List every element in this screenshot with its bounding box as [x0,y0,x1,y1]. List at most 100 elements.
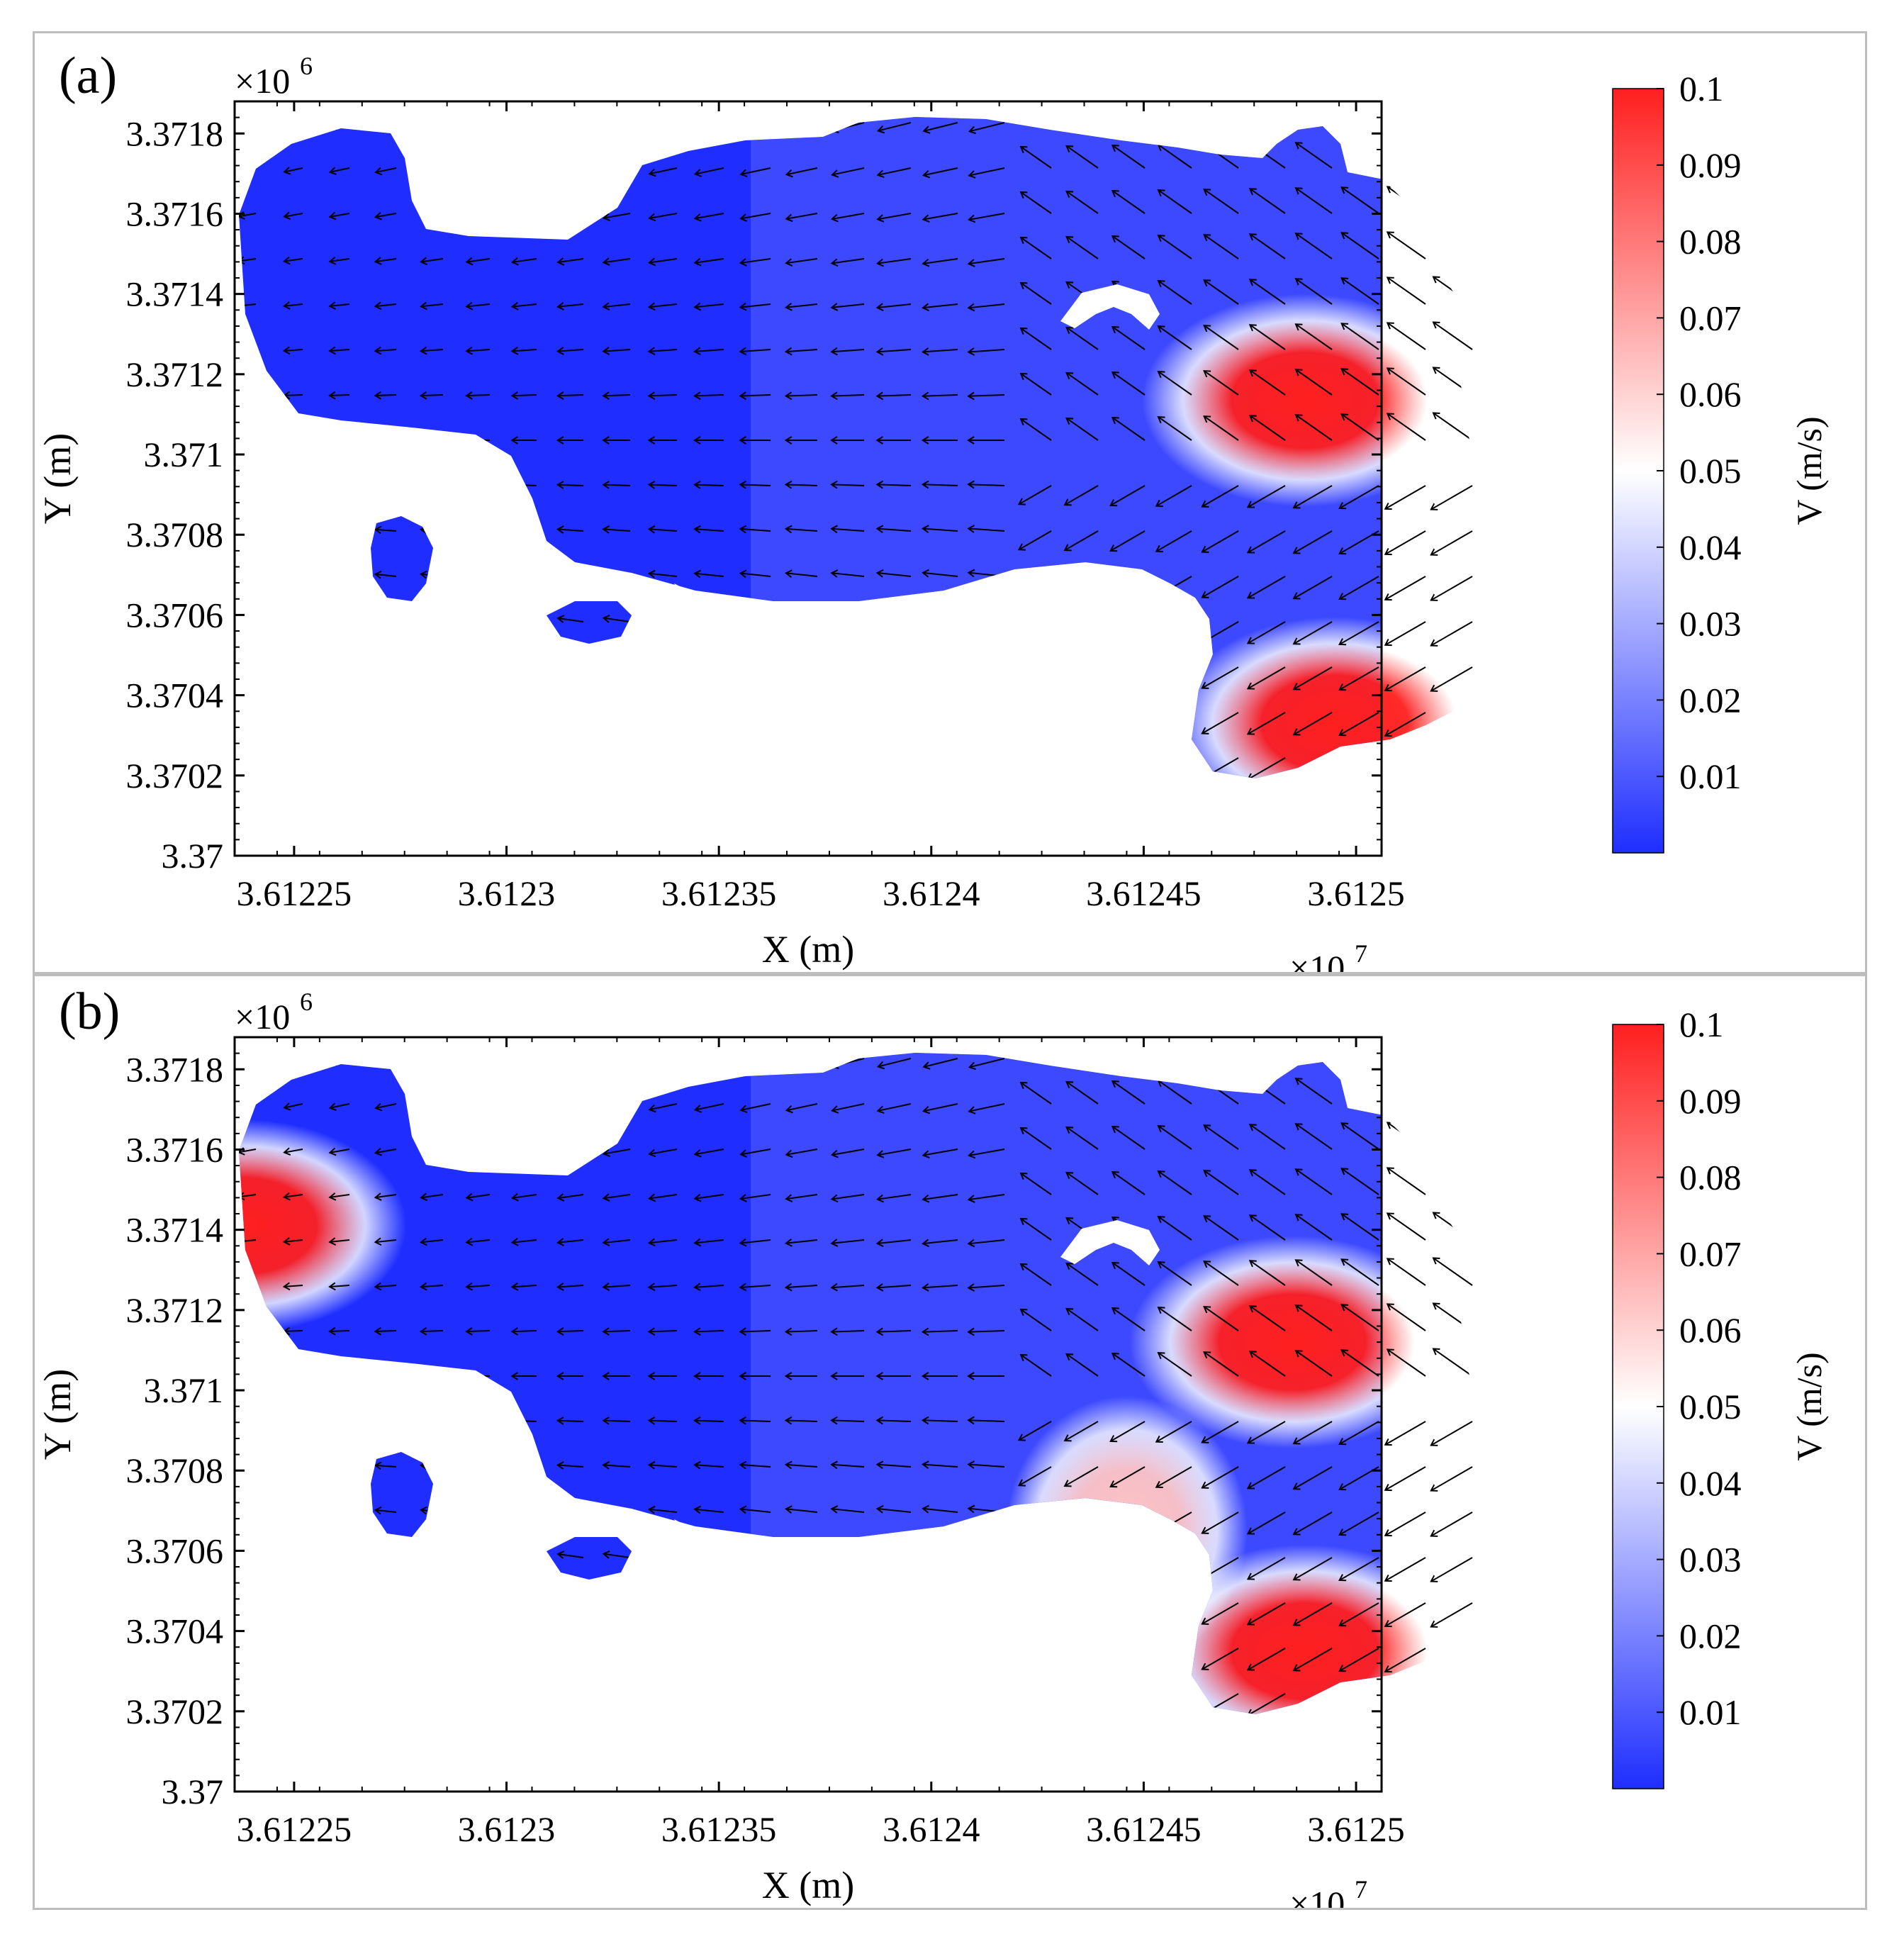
flow-arrowhead [1430,593,1438,601]
flow-arrowhead [511,659,520,669]
flow-arrowhead [1294,369,1303,376]
flow-arrow [330,213,350,218]
flow-arrowhead [875,569,884,578]
flow-arrowhead [831,125,839,133]
flow-arrow [649,1103,678,1111]
flow-arrowhead [784,1416,793,1425]
flow-arrow [695,572,724,577]
flow-arrow [420,258,444,263]
flow-arrowhead [282,481,291,490]
flow-arrowhead [420,570,427,579]
flow-arrowhead [1063,1616,1072,1624]
flow-arrowhead [693,1460,701,1470]
flow-arrowhead [1109,1526,1118,1533]
flow-arrow [1158,1125,1192,1150]
flow-arrow [649,394,678,397]
flow-arrowhead [282,1282,291,1291]
flow-arrowhead [1432,1121,1440,1129]
flow-arrow [695,1239,724,1244]
flow-arrowhead [1294,1304,1303,1312]
flow-arrow [330,303,350,307]
flow-arrow [968,394,1005,397]
flow-arrowhead [648,748,657,756]
flow-arrow [740,1285,771,1288]
flow-arrowhead [830,613,839,622]
flow-arrowhead [1063,589,1072,597]
flow-arrowhead [374,1058,383,1067]
flow-arrowhead [784,1372,793,1380]
flow-arrowhead [1065,1307,1074,1316]
flow-arrow [877,484,912,486]
flow-arrowhead [603,703,611,713]
flow-arrow [330,1239,350,1243]
flow-arrow [831,1463,865,1468]
flow-arrow [330,167,350,173]
flow-arrowhead [876,169,885,179]
velocity-field-chart-b: 3.61225 3.6123 3.61235 3.6124 3.61245 3.61253… [36,983,1829,1923]
flow-arrowhead [876,1150,885,1158]
flow-arrowhead [830,258,839,267]
flow-arrowhead [1065,190,1074,199]
flow-arrowhead [1109,1707,1118,1714]
flow-arrowhead [1384,547,1392,556]
figure-panel-a: 3.61225 3.6123 3.61235 3.6124 3.61245 3.6125 3… [33,31,1867,988]
flow-arrowhead [1111,1170,1119,1179]
x-axis-label: X (m) [762,1864,854,1906]
flow-arrow [1202,712,1239,734]
flow-arrow [1158,1216,1192,1241]
flow-arrow [239,753,257,759]
flow-arrow [330,1058,350,1064]
flow-arrowhead [1017,588,1026,596]
island [1060,1220,1160,1265]
flow-arrowhead [465,257,474,266]
flow-arrow [1111,1307,1146,1331]
flow-arrowhead [1157,1261,1165,1269]
flow-arrow [1064,485,1099,505]
flow-arrowhead [1019,1217,1028,1225]
flow-arrowhead [1384,1665,1392,1673]
flow-arrow [421,707,444,713]
flow-arrow [785,1508,818,1513]
flow-arrowhead [420,1192,428,1202]
flow-arrow [284,1509,303,1513]
colorbar [1612,88,1664,854]
flow-arrowhead [1203,1261,1211,1268]
flow-arrow [558,167,584,174]
colorbar-tick-label: 0.02 [1679,1616,1742,1655]
flow-arrow [649,1194,678,1200]
flow-arrowhead [1384,1529,1392,1537]
flow-arrowhead [374,436,381,445]
flow-arrowhead [785,1149,793,1158]
flow-arrow [649,572,678,577]
flow-arrowhead [556,1550,565,1559]
flow-arrowhead [921,480,929,489]
flow-arrow [1341,232,1379,259]
flow-arrow [375,258,397,263]
flow-arrowhead [510,1461,519,1470]
flow-arrowhead [465,1372,473,1380]
flow-arrow [1293,1557,1333,1581]
flow-arrow [330,258,350,262]
colorbar-label: V (m/s) [1789,416,1829,525]
flow-arrowhead [647,1416,656,1425]
flow-arrow [603,617,631,622]
flow-arrow [1110,576,1146,597]
flow-arrow [1204,415,1239,441]
flow-arrow [968,660,1005,668]
colorbar-tick-label: 0.04 [1679,1463,1742,1503]
flow-arrowhead [556,391,564,400]
flow-arrowhead [1201,545,1209,553]
flow-arrow [466,394,491,397]
flow-arrowhead [328,1507,337,1515]
flow-arrowhead [1063,1480,1072,1487]
flow-arrow [603,1464,631,1468]
flow-arrowhead [647,347,656,356]
flow-arrow [1430,576,1473,601]
flow-arrowhead [1063,544,1072,552]
flow-arrow [1341,368,1379,396]
flow-arrowhead [831,1105,839,1114]
flow-arrowhead [967,1372,975,1380]
flow-arrowhead [1384,774,1392,778]
flow-arrowhead [374,1372,381,1380]
flow-arrow [284,1285,303,1287]
